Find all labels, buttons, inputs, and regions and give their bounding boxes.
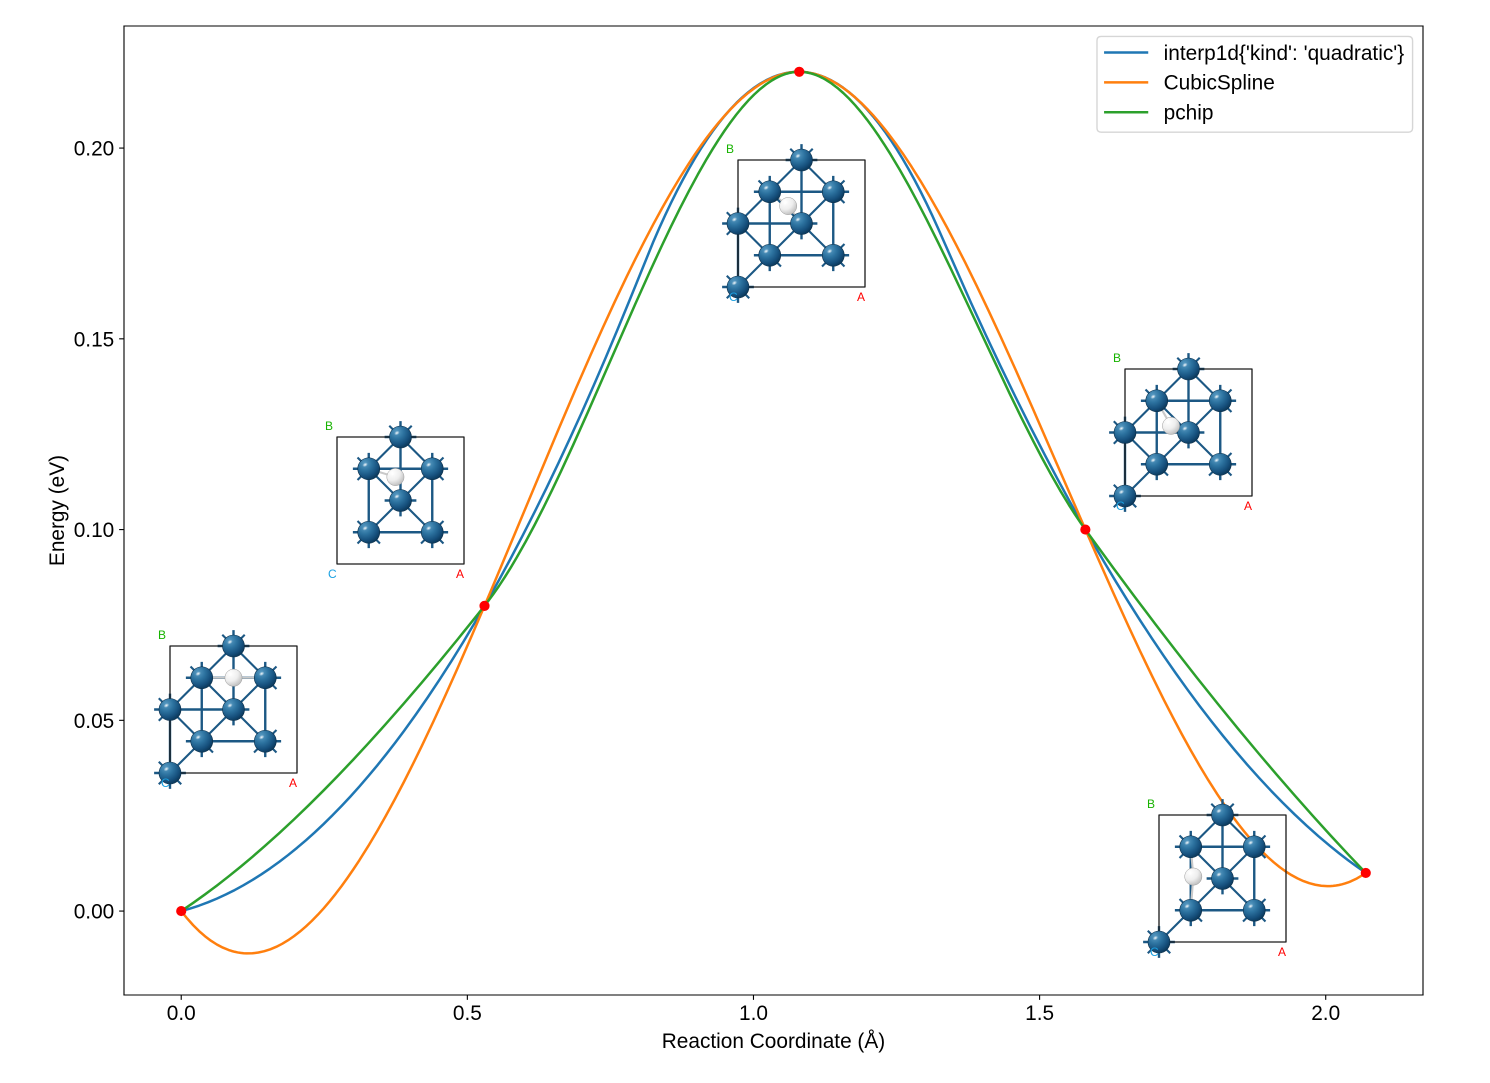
svg-text:C: C — [729, 290, 738, 304]
svg-text:B: B — [325, 419, 333, 433]
svg-text:A: A — [857, 290, 865, 304]
svg-text:A: A — [289, 776, 297, 790]
svg-text:B: B — [1147, 797, 1155, 811]
svg-text:C: C — [161, 776, 170, 790]
svg-text:A: A — [456, 567, 464, 581]
svg-text:C: C — [1116, 499, 1125, 513]
svg-text:B: B — [1113, 351, 1121, 365]
svg-text:B: B — [158, 628, 166, 642]
svg-text:C: C — [328, 567, 337, 581]
svg-text:B: B — [726, 142, 734, 156]
svg-text:A: A — [1278, 945, 1286, 959]
svg-text:C: C — [1150, 945, 1159, 959]
svg-text:A: A — [1244, 499, 1252, 513]
